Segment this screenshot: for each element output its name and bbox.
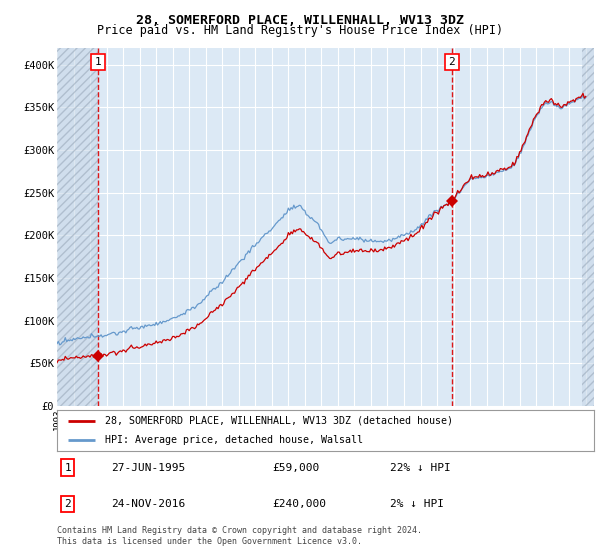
Text: Price paid vs. HM Land Registry's House Price Index (HPI): Price paid vs. HM Land Registry's House … [97, 24, 503, 36]
Text: 28, SOMERFORD PLACE, WILLENHALL, WV13 3DZ (detached house): 28, SOMERFORD PLACE, WILLENHALL, WV13 3D… [106, 416, 454, 426]
Text: 2: 2 [449, 57, 455, 67]
Text: Contains HM Land Registry data © Crown copyright and database right 2024.
This d: Contains HM Land Registry data © Crown c… [57, 526, 422, 546]
Text: £240,000: £240,000 [272, 499, 326, 509]
Text: 24-NOV-2016: 24-NOV-2016 [111, 499, 185, 509]
Text: HPI: Average price, detached house, Walsall: HPI: Average price, detached house, Wals… [106, 435, 364, 445]
Bar [57, 48, 98, 406]
Bar [581, 48, 594, 406]
Text: 28, SOMERFORD PLACE, WILLENHALL, WV13 3DZ: 28, SOMERFORD PLACE, WILLENHALL, WV13 3D… [136, 14, 464, 27]
Text: 2: 2 [64, 499, 71, 509]
Text: 1: 1 [95, 57, 101, 67]
Text: 27-JUN-1995: 27-JUN-1995 [111, 463, 185, 473]
Text: 2% ↓ HPI: 2% ↓ HPI [390, 499, 444, 509]
Text: 1: 1 [64, 463, 71, 473]
Text: £59,000: £59,000 [272, 463, 319, 473]
Text: 22% ↓ HPI: 22% ↓ HPI [390, 463, 451, 473]
